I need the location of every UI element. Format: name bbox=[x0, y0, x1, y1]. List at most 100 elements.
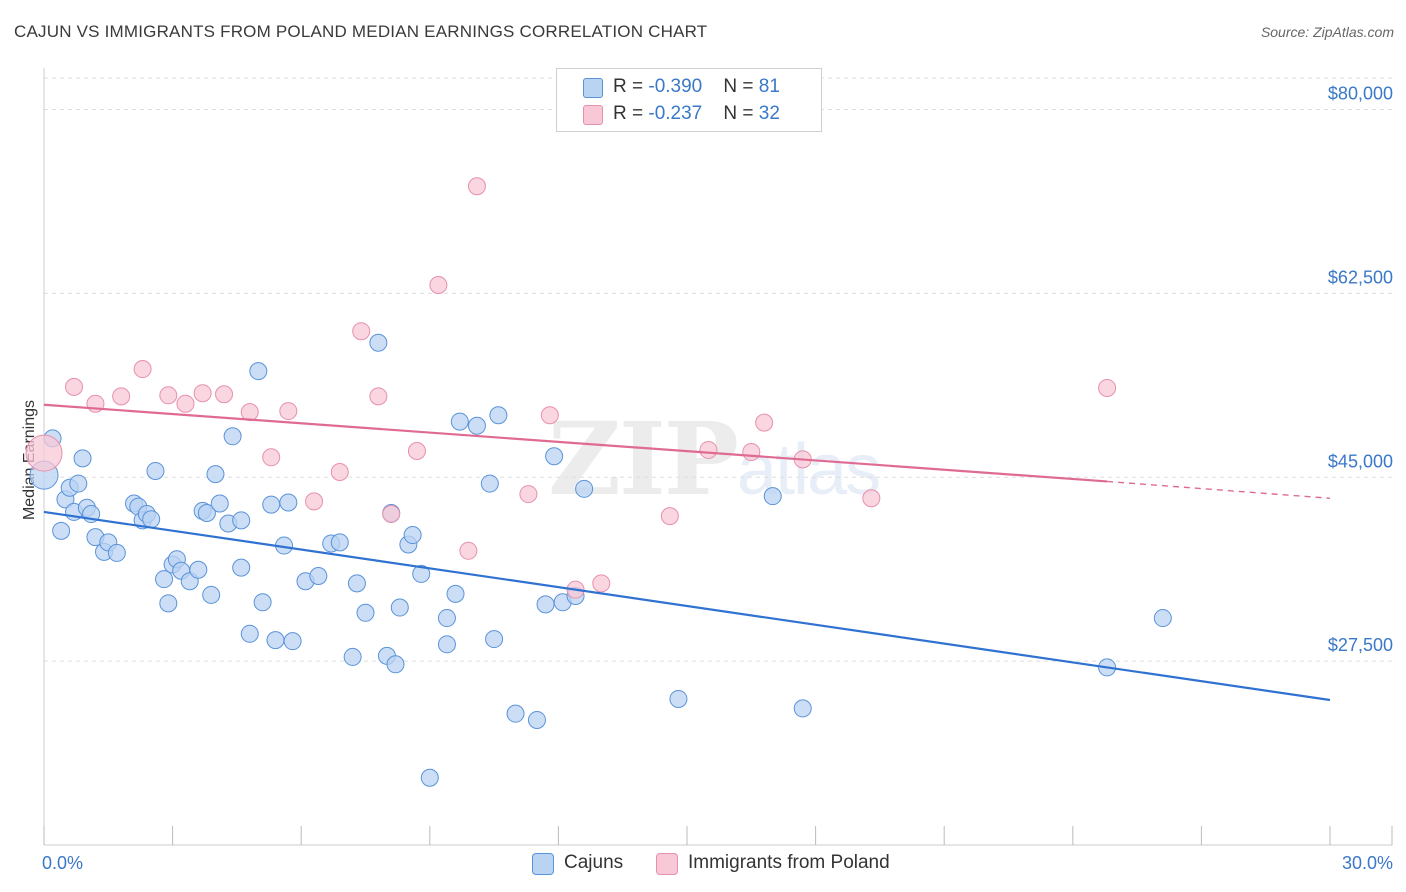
y-tick-label: $27,500 bbox=[1328, 635, 1393, 655]
data-point-cajuns bbox=[155, 570, 174, 589]
data-point-poland bbox=[660, 507, 679, 526]
data-point-cajuns bbox=[142, 510, 161, 529]
data-point-poland bbox=[459, 541, 478, 560]
data-point-poland bbox=[519, 485, 538, 504]
data-point-cajuns bbox=[249, 362, 268, 381]
legend-r-value-poland: -0.237 bbox=[648, 103, 703, 124]
data-point-cajuns bbox=[390, 598, 409, 617]
data-point-cajuns bbox=[467, 416, 486, 435]
data-point-poland bbox=[1098, 378, 1117, 397]
data-point-cajuns bbox=[69, 474, 88, 493]
data-point-poland bbox=[279, 402, 298, 421]
data-point-poland bbox=[330, 463, 349, 482]
watermark-atlas: atlas bbox=[736, 430, 881, 510]
data-point-poland bbox=[382, 505, 401, 524]
data-point-cajuns bbox=[210, 494, 229, 513]
data-point-cajuns bbox=[232, 511, 251, 530]
data-point-cajuns bbox=[763, 487, 782, 506]
y-tick-label: $45,000 bbox=[1328, 451, 1393, 471]
data-point-poland bbox=[112, 387, 131, 406]
source-credit: Source: ZipAtlas.com bbox=[1260, 24, 1394, 40]
data-point-cajuns bbox=[253, 593, 272, 612]
data-point-poland bbox=[592, 574, 611, 593]
data-point-poland bbox=[133, 360, 152, 379]
legend-n-value-cajuns: 81 bbox=[758, 76, 780, 97]
data-point-cajuns bbox=[347, 574, 366, 593]
data-point-cajuns bbox=[309, 567, 328, 586]
watermark: ZIPatlas bbox=[548, 400, 881, 518]
data-point-poland bbox=[262, 448, 281, 467]
data-point-cajuns bbox=[159, 594, 178, 613]
data-point-cajuns bbox=[412, 564, 431, 583]
data-point-poland bbox=[215, 385, 234, 404]
data-point-cajuns bbox=[343, 647, 362, 666]
legend-n-value-poland: 32 bbox=[758, 103, 780, 124]
x-tick-label-min: 0.0% bbox=[42, 853, 83, 873]
data-point-poland bbox=[467, 177, 486, 196]
data-point-cajuns bbox=[489, 406, 508, 425]
data-point-cajuns bbox=[437, 635, 456, 654]
data-point-cajuns bbox=[545, 447, 564, 466]
data-point-cajuns bbox=[330, 533, 349, 552]
data-point-cajuns bbox=[232, 558, 251, 577]
data-point-cajuns bbox=[223, 427, 242, 446]
legend-label-poland: Immigrants from Poland bbox=[688, 852, 890, 873]
data-point-cajuns bbox=[279, 493, 298, 512]
data-point-poland bbox=[862, 489, 881, 508]
data-point-cajuns bbox=[446, 584, 465, 603]
x-tick-label-max: 30.0% bbox=[1342, 853, 1393, 873]
legend-swatch-poland bbox=[656, 853, 678, 875]
data-point-poland bbox=[755, 413, 774, 432]
data-point-cajuns bbox=[527, 710, 546, 729]
data-point-cajuns bbox=[146, 461, 165, 480]
data-point-cajuns bbox=[450, 412, 469, 431]
data-point-cajuns bbox=[437, 609, 456, 628]
data-point-cajuns bbox=[73, 449, 92, 468]
correlation-legend: R = -0.390 N = 81 R = -0.237 N = 32 bbox=[556, 68, 822, 132]
data-point-cajuns bbox=[506, 704, 525, 723]
trend-line-extension-poland bbox=[1107, 480, 1331, 499]
y-tick-label: $62,500 bbox=[1328, 267, 1393, 287]
data-point-poland bbox=[193, 384, 212, 403]
trend-line-poland bbox=[43, 403, 1108, 483]
data-point-poland bbox=[305, 492, 324, 511]
data-point-poland bbox=[429, 275, 448, 294]
data-point-poland bbox=[369, 387, 388, 406]
data-point-cajuns bbox=[1153, 609, 1172, 628]
data-point-cajuns bbox=[480, 474, 499, 493]
data-point-cajuns bbox=[369, 333, 388, 352]
watermark-zip: ZIP bbox=[548, 400, 739, 518]
data-point-poland bbox=[352, 322, 371, 341]
legend-n-label: N = bbox=[723, 76, 759, 97]
legend-n-label: N = bbox=[723, 103, 759, 124]
legend-r-value-cajuns: -0.390 bbox=[648, 76, 703, 97]
data-point-poland bbox=[176, 394, 195, 413]
data-point-cajuns bbox=[536, 595, 555, 614]
data-point-cajuns bbox=[485, 630, 504, 649]
data-point-poland bbox=[159, 386, 178, 405]
data-point-poland bbox=[240, 403, 259, 422]
data-point-cajuns bbox=[266, 631, 285, 650]
legend-label-cajuns: Cajuns bbox=[564, 852, 624, 873]
data-point-cajuns bbox=[356, 603, 375, 622]
legend-swatch-cajuns bbox=[583, 78, 603, 98]
chart-title: CAJUN VS IMMIGRANTS FROM POLAND MEDIAN E… bbox=[14, 22, 708, 41]
data-point-poland bbox=[65, 377, 84, 396]
data-point-cajuns bbox=[386, 655, 405, 674]
data-point-cajuns bbox=[107, 543, 126, 562]
data-point-cajuns bbox=[420, 768, 439, 787]
legend-r-label: R = bbox=[613, 103, 649, 124]
y-tick-label: $80,000 bbox=[1328, 84, 1393, 104]
data-point-cajuns bbox=[403, 526, 422, 545]
data-point-cajuns bbox=[283, 632, 302, 651]
data-point-cajuns bbox=[202, 585, 221, 604]
data-point-cajuns bbox=[189, 560, 208, 579]
legend-r-label: R = bbox=[613, 76, 649, 97]
data-point-cajuns bbox=[240, 624, 259, 643]
data-point-cajuns bbox=[793, 699, 812, 718]
data-point-poland bbox=[25, 434, 63, 472]
data-point-cajuns bbox=[52, 521, 71, 540]
legend-swatch-cajuns bbox=[532, 853, 554, 875]
legend-swatch-poland bbox=[583, 105, 603, 125]
